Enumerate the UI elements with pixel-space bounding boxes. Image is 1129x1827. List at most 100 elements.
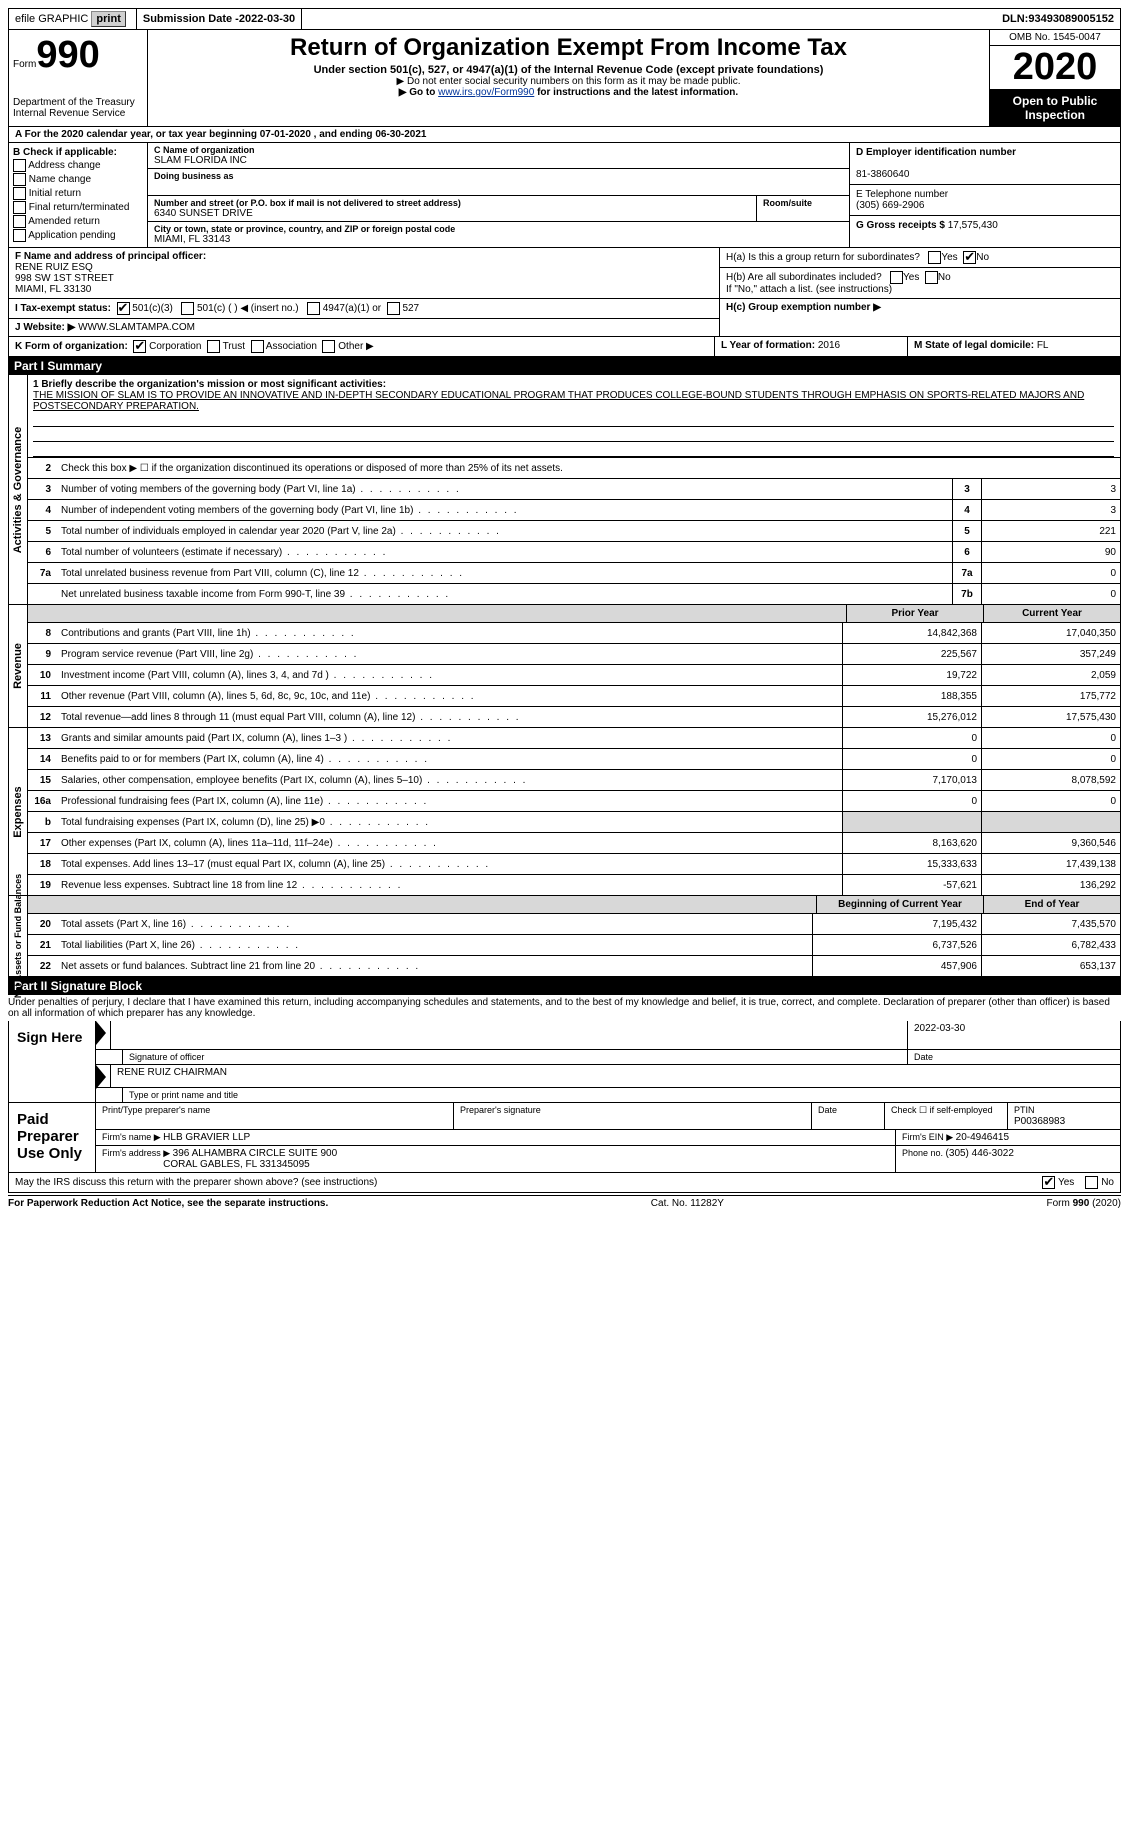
ein-value: 81-3860640 [856,169,909,180]
type-name-label: Type or print name and title [123,1088,1120,1102]
cb-init-label: Initial return [29,188,81,199]
table-row: 3Number of voting members of the governi… [27,479,1120,500]
cb-irs-no[interactable] [1085,1176,1098,1189]
table-row: 5Total number of individuals employed in… [27,521,1120,542]
firm-name: HLB GRAVIER LLP [163,1132,250,1143]
footer-mid: Cat. No. 11282Y [651,1198,724,1209]
fghij-block: F Name and address of principal officer:… [8,248,1121,337]
col-current-year: Current Year [983,605,1120,622]
i-4947: 4947(a)(1) or [323,303,381,314]
table-row: 17Other expenses (Part IX, column (A), l… [27,833,1120,854]
cb-other[interactable] [322,340,335,353]
section-revenue: Revenue Prior Year Current Year 8Contrib… [8,605,1121,728]
section-expenses: Expenses 13Grants and similar amounts pa… [8,728,1121,896]
paid-preparer-block: Paid Preparer Use Only Print/Type prepar… [8,1103,1121,1173]
hb-label: H(b) Are all subordinates included? [726,272,882,283]
cb-hb-no[interactable] [925,271,938,284]
table-row: 19Revenue less expenses. Subtract line 1… [27,875,1120,895]
prep-sig-label: Preparer's signature [460,1105,541,1115]
box-j: J Website: ▶ WWW.SLAMTAMPA.COM [9,319,719,336]
org-city: MIAMI, FL 33143 [154,234,843,245]
date-label: Date [908,1050,1120,1064]
mission-box: 1 Briefly describe the organization's mi… [27,375,1120,457]
cb-name-change[interactable]: Name change [13,173,143,186]
cb-final-return[interactable]: Final return/terminated [13,201,143,214]
page-footer: For Paperwork Reduction Act Notice, see … [8,1195,1121,1209]
table-row: 18Total expenses. Add lines 13–17 (must … [27,854,1120,875]
f-label: F Name and address of principal officer: [15,251,206,262]
form-warn2: ▶ Go to www.irs.gov/Form990 for instruct… [156,87,981,98]
i-501c3: 501(c)(3) [132,303,173,314]
box-l: L Year of formation: 2016 [715,337,908,356]
form-word: Form [13,59,36,70]
k-assoc: Association [266,341,317,352]
hc-label: H(c) Group exemption number ▶ [726,302,881,313]
efile-label: efile GRAPHIC [15,13,88,25]
ha-no: No [976,252,989,263]
cb-address-change[interactable]: Address change [13,159,143,172]
cb-app-label: Application pending [28,230,115,241]
cb-final-label: Final return/terminated [29,202,130,213]
sig-date-value: 2022-03-30 [908,1021,1120,1049]
box-b: B Check if applicable: Address change Na… [9,143,148,247]
paid-preparer-label: Paid Preparer Use Only [9,1103,96,1172]
print-button[interactable]: print [91,11,125,27]
submission-date-label: Submission Date - [143,13,239,25]
m-label: M State of legal domicile: [914,340,1037,351]
submission-date-cell: Submission Date - 2022-03-30 [137,9,302,29]
mission-text: THE MISSION OF SLAM IS TO PROVIDE AN INN… [33,390,1084,412]
self-employed-check[interactable]: Check ☐ if self-employed [885,1103,1008,1129]
firm-phone: (305) 446-3022 [946,1148,1014,1159]
cb-application[interactable]: Application pending [13,229,143,242]
city-label: City or town, state or province, country… [154,224,843,234]
box-c: C Name of organization SLAM FLORIDA INC … [148,143,849,247]
hb-yes: Yes [903,272,919,283]
cb-hb-yes[interactable] [890,271,903,284]
cb-4947[interactable] [307,302,320,315]
penalties-text: Under penalties of perjury, I declare th… [8,995,1121,1021]
cb-corp[interactable] [133,340,146,353]
cb-ha-yes[interactable] [928,251,941,264]
table-row: 15Salaries, other compensation, employee… [27,770,1120,791]
box-hb: H(b) Are all subordinates included? Yes … [720,268,1120,299]
box-k: K Form of organization: Corporation Trus… [9,337,715,356]
prep-date-label: Date [818,1105,837,1115]
website-value: WWW.SLAMTAMPA.COM [78,322,195,333]
dln-value: 93493089005152 [1028,13,1114,25]
cb-ha-no[interactable] [963,251,976,264]
footer-formnum: 990 [1073,1198,1090,1209]
ptin-value: P00368983 [1014,1116,1065,1127]
cb-501c[interactable] [181,302,194,315]
table-row: 8Contributions and grants (Part VIII, li… [27,623,1120,644]
omb-number: OMB No. 1545-0047 [990,30,1120,46]
g-label: G Gross receipts $ [856,220,948,231]
cb-501c3[interactable] [117,302,130,315]
cb-trust[interactable] [207,340,220,353]
cb-assoc[interactable] [251,340,264,353]
box-hc: H(c) Group exemption number ▶ [720,299,1120,316]
box-deg: D Employer identification number 81-3860… [849,143,1120,247]
section-net-assets: Net Assets or Fund Balances Beginning of… [8,896,1121,977]
cb-amended[interactable]: Amended return [13,215,143,228]
table-row: 11Other revenue (Part VIII, column (A), … [27,686,1120,707]
i-501c: 501(c) ( ) ◀ (insert no.) [197,303,299,314]
k-label: K Form of organization: [15,341,128,352]
col-beginning: Beginning of Current Year [816,896,983,913]
irs-no: No [1101,1177,1114,1188]
sig-officer-label: Signature of officer [123,1050,908,1064]
cb-addr-label: Address change [28,160,100,171]
l2-text: Check this box ▶ ☐ if the organization d… [57,461,1120,476]
form-number: 990 [36,34,99,76]
instructions-link[interactable]: www.irs.gov/Form990 [438,87,534,98]
cb-527[interactable] [387,302,400,315]
footer-left: For Paperwork Reduction Act Notice, see … [8,1198,328,1209]
firm-phone-label: Phone no. [902,1148,946,1158]
open-to-public: Open to Public Inspection [990,90,1120,126]
firm-addr1: 396 ALHAMBRA CIRCLE SUITE 900 [173,1148,338,1159]
hb-note: If "No," attach a list. (see instruction… [726,284,892,295]
cb-irs-yes[interactable] [1042,1176,1055,1189]
cb-initial-return[interactable]: Initial return [13,187,143,200]
prep-name-label: Print/Type preparer's name [102,1105,210,1115]
box-ha: H(a) Is this a group return for subordin… [720,248,1120,268]
k-corp: Corporation [149,341,201,352]
